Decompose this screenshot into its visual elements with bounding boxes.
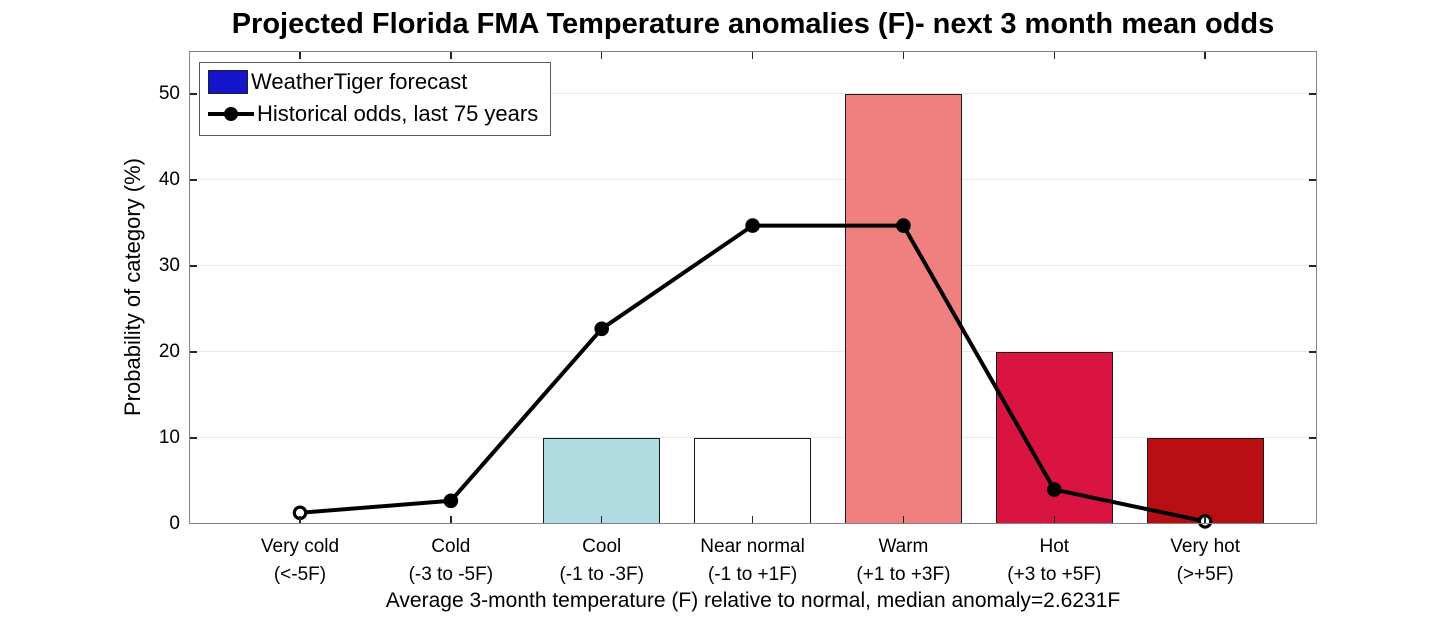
category-label-cold: Cold (-3 to -5F) (351, 533, 551, 589)
y-tick-right-20 (1309, 351, 1317, 353)
category-range: (-3 to -5F) (408, 564, 494, 585)
data-point-marker-hot (1046, 482, 1062, 497)
y-tick-label-10: 10 (158, 427, 180, 448)
bar-cool (543, 438, 661, 524)
x-tick-very-cold (299, 516, 301, 524)
y-tick-label-20: 20 (158, 341, 180, 362)
x-axis-label: Average 3-month temperature (F) relative… (385, 589, 1121, 612)
category-range: (-1 to -3F) (559, 564, 644, 585)
x-tick-top-near-normal (751, 51, 754, 59)
h-gridline-10 (189, 437, 1317, 438)
category-name: Hot (1039, 536, 1070, 557)
y-tick-40 (189, 179, 197, 181)
x-tick-top-very-hot (1204, 51, 1206, 59)
chart-title: Projected Florida FMA Temperature anomal… (231, 8, 1275, 40)
x-tick-top-very-cold (299, 51, 301, 59)
category-range: (-1 to +1F) (707, 564, 798, 585)
forecast-bar-swatch-icon (208, 70, 248, 94)
historical-odds-line-series (292, 218, 1213, 529)
category-range: (+1 to +3F) (856, 564, 951, 585)
x-tick-cold (450, 516, 452, 524)
data-point-marker-cool (594, 321, 609, 337)
category-name: Cold (431, 536, 471, 557)
legend-historical-label: Historical odds, last 75 years (257, 101, 539, 126)
category-label-very-cold: Very cold (<-5F) (200, 533, 400, 589)
legend-item-historical: Historical odds, last 75 years (208, 99, 538, 129)
y-tick-50 (189, 93, 197, 95)
x-tick-cool (600, 516, 603, 524)
data-point-marker-cold (443, 493, 459, 509)
h-gridline-50 (189, 93, 1317, 94)
category-range: (<-5F) (273, 564, 327, 585)
category-name: Cool (582, 536, 622, 557)
historical-odds-polyline (299, 223, 1206, 524)
category-name: Warm (878, 536, 929, 557)
y-tick-label-40: 40 (158, 169, 180, 190)
y-axis-label: Probability of category (%) (120, 158, 145, 417)
x-tick-warm (902, 516, 905, 524)
y-tick-right-10 (1309, 437, 1317, 439)
x-tick-top-cold (450, 51, 452, 59)
h-gridline-40 (189, 179, 1317, 180)
bar-very-hot (1146, 438, 1264, 524)
category-label-cool: Cool (-1 to -3F) (502, 533, 702, 589)
y-tick-label-50: 50 (158, 83, 180, 104)
h-gridline-20 (189, 351, 1317, 352)
line-marker-icon (208, 107, 254, 121)
y-tick-30 (189, 265, 197, 267)
y-tick-label-0: 0 (169, 513, 180, 534)
bar-warm (844, 94, 962, 524)
y-tick-20 (189, 351, 197, 353)
x-tick-very-hot (1204, 516, 1206, 524)
y-tick-label-30: 30 (158, 255, 180, 276)
y-tick-right-40 (1309, 179, 1317, 181)
y-tick-right-30 (1309, 265, 1317, 267)
y-tick-right-50 (1309, 93, 1317, 95)
x-tick-hot (1053, 516, 1056, 524)
category-label-warm: Warm (+1 to +3F) (803, 533, 1003, 589)
category-label-hot: Hot (+3 to +5F) (954, 533, 1154, 589)
h-gridline-30 (189, 265, 1317, 266)
category-name: Very cold (260, 536, 340, 557)
category-name: Near normal (700, 536, 805, 557)
legend-item-forecast: WeatherTiger forecast (208, 67, 538, 97)
category-label-very-hot: Very hot (>+5F) (1105, 533, 1305, 589)
bar-near-normal (694, 438, 812, 524)
category-label-near-normal: Near normal (-1 to +1F) (653, 533, 853, 589)
x-tick-near-normal (751, 516, 754, 524)
data-point-marker-near-normal (745, 218, 760, 233)
category-name: Very hot (1170, 536, 1240, 557)
legend-forecast-label: WeatherTiger forecast (251, 69, 468, 94)
x-tick-top-warm (902, 51, 905, 59)
category-range: (>+5F) (1176, 564, 1234, 585)
category-range: (+3 to +5F) (1007, 564, 1102, 585)
x-tick-top-cool (600, 51, 603, 59)
data-point-marker-warm (896, 218, 911, 233)
y-tick-10 (189, 437, 197, 439)
x-tick-top-hot (1053, 51, 1056, 59)
legend: WeatherTiger forecast Historical odds, l… (199, 62, 552, 136)
